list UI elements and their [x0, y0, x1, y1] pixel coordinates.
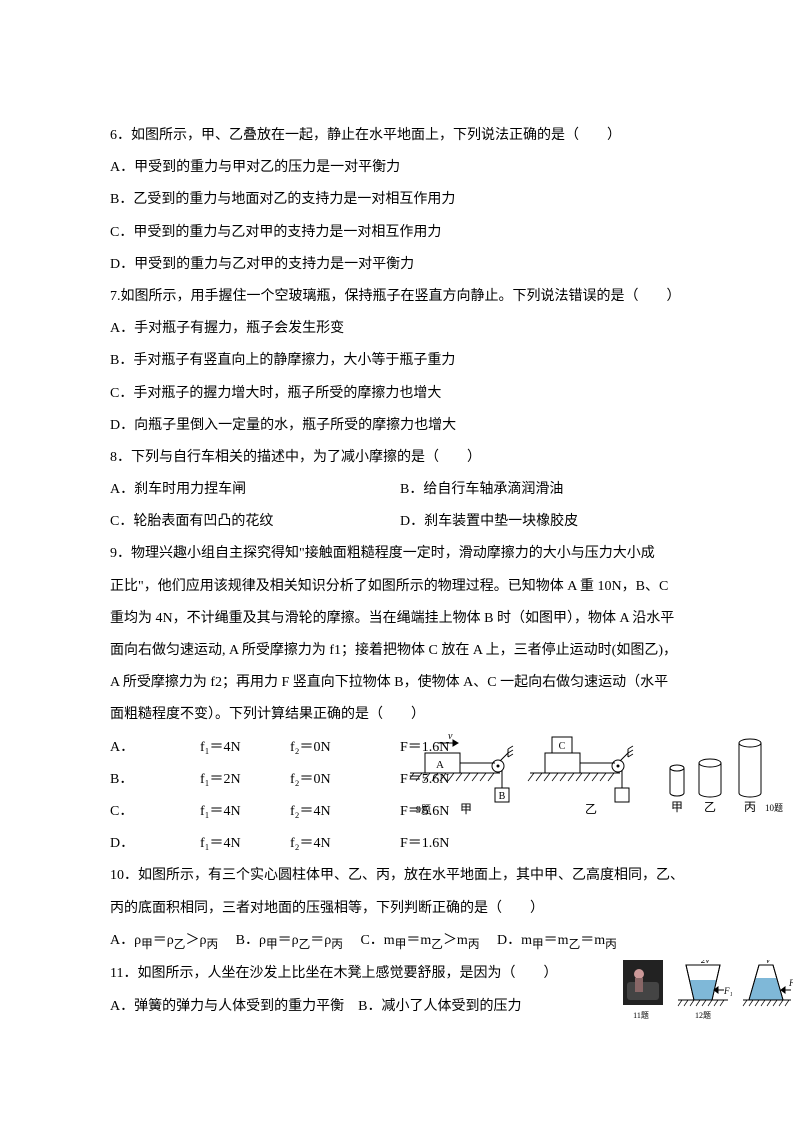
q11-q12-figures: 11题 2v F₁ 12题 [623, 960, 793, 1015]
svg-text:F₁: F₁ [723, 986, 733, 996]
q7-opt-a: A．手对瓶子有握力，瓶子会发生形变 [110, 313, 690, 345]
q7-stem: 7.如图所示，用手握住一个空玻璃瓶，保持瓶子在竖直方向静止。下列说法错误的是（ … [110, 281, 690, 313]
q8-stem: 8．下列与自行车相关的描述中，为了减小摩擦的是（ ） [110, 442, 690, 474]
q10-options: A．ρ甲＝ρ乙＞ρ丙 B．ρ甲＝ρ乙＝ρ丙 C．m甲＝m乙＞m丙 D．m甲＝m乙… [110, 925, 690, 959]
svg-text:甲: 甲 [671, 800, 683, 814]
q8-opt-b: B．给自行车轴承滴润滑油 [400, 474, 690, 506]
q9-stem-2: 正比"，他们应用该规律及相关知识分析了如图所示的物理过程。已知物体 A 重 10… [110, 571, 690, 603]
svg-text:v: v [448, 731, 453, 742]
q10-opt-d: D．m甲＝m乙＝m丙 [497, 933, 617, 948]
q11-options: A．弹簧的弹力与人体受到的重力平衡 B．减小了人体受到的压力 [110, 991, 690, 1023]
q9-stem-3: 重均为 4N，不计绳重及其与滑轮的摩擦。当在绳端挂上物体 B 时（如图甲），物体… [110, 603, 690, 635]
svg-text:F₂: F₂ [788, 978, 793, 988]
q10-stem-2: 丙的底面积相同，三者对地面的压强相等，下列判断正确的是（ ） [110, 893, 690, 925]
q6-stem: 6．如图所示，甲、乙叠放在一起，静止在水平地面上，下列说法正确的是（ ） [110, 120, 690, 152]
svg-text:11题: 11题 [633, 1011, 649, 1020]
fig-9-label-num: 9题 [416, 804, 431, 816]
q11-opt-b: B．减小了人体受到的压力 [358, 999, 521, 1014]
q11-opt-a: A．弹簧的弹力与人体受到的重力平衡 [110, 999, 344, 1014]
q10-opt-b: B．ρ甲＝ρ乙＝ρ丙 [236, 933, 343, 948]
svg-text:12题: 12题 [695, 1011, 711, 1020]
q6-opt-c: C．甲受到的重力与乙对甲的支持力是一对相互作用力 [110, 217, 690, 249]
svg-text:A: A [436, 759, 444, 771]
svg-text:10题: 10题 [765, 803, 783, 813]
q8-opt-a: A．刹车时用力捏车闸 [110, 474, 400, 506]
svg-text:乙: 乙 [704, 800, 716, 814]
q9-opt-d: D．f₁＝4Nf₂＝4NF＝1.6N [110, 828, 690, 860]
svg-text:C: C [559, 741, 566, 752]
q9-stem-1: 9．物理兴趣小组自主探究得知"接触面粗糙程度一定时，滑动摩擦力的大小与压力大小成 [110, 538, 690, 570]
q8-opt-c: C．轮胎表面有凹凸的花纹 [110, 506, 400, 538]
q10-opt-a: A．ρ甲＝ρ乙＞ρ丙 [110, 933, 218, 948]
svg-text:2v: 2v [701, 960, 710, 965]
q11-stem: 11．如图所示，人坐在沙发上比坐在木凳上感觉要舒服，是因为（ ） [110, 958, 690, 990]
q9-q10-figures: A v B 9题 甲 [410, 713, 790, 813]
q7-opt-c: C．手对瓶子的握力增大时，瓶子所受的摩擦力也增大 [110, 378, 690, 410]
q6-opt-d: D．甲受到的重力与乙对甲的支持力是一对平衡力 [110, 249, 690, 281]
q7-opt-b: B．手对瓶子有竖直向上的静摩擦力，大小等于瓶子重力 [110, 345, 690, 377]
fig-9-label-left: 甲 [460, 802, 472, 816]
q9-stem-5: A 所受摩擦力为 f2；再用力 F 竖直向下拉物体 B，使物体 A、C 一起向右… [110, 667, 690, 699]
fig-9-label-mid: 乙 [585, 802, 597, 816]
q6-opt-a: A．甲受到的重力与甲对乙的压力是一对平衡力 [110, 152, 690, 184]
svg-text:v: v [766, 960, 770, 965]
q8-opt-d: D．刹车装置中垫一块橡胶皮 [400, 506, 690, 538]
q9-stem-4: 面向右做匀速运动, A 所受摩擦力为 f1；接着把物体 C 放在 A 上，三者停… [110, 635, 690, 667]
q10-opt-c: C．m甲＝m乙＞m丙 [360, 933, 479, 948]
svg-text:丙: 丙 [744, 800, 756, 814]
svg-text:B: B [499, 791, 506, 802]
q10-stem-1: 10．如图所示，有三个实心圆柱体甲、乙、丙，放在水平地面上，其中甲、乙高度相同，… [110, 860, 690, 892]
q7-opt-d: D．向瓶子里倒入一定量的水，瓶子所受的摩擦力也增大 [110, 410, 690, 442]
q6-opt-b: B．乙受到的重力与地面对乙的支持力是一对相互作用力 [110, 184, 690, 216]
